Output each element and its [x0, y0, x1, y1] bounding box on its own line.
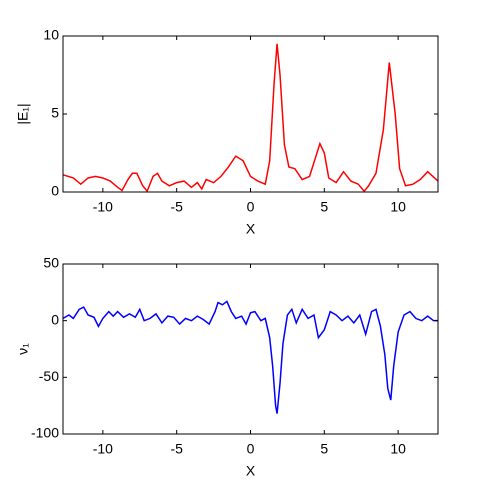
- x-tick-label: 10: [390, 441, 406, 457]
- y-tick-label: -50: [39, 368, 59, 384]
- y-axis-label: ν₁: [15, 343, 31, 355]
- x-tick-label: -5: [170, 199, 183, 215]
- y-tick-label: 50: [43, 255, 59, 271]
- axes-frame: [62, 35, 439, 193]
- x-tick-label: -10: [93, 199, 113, 215]
- y-tick-label: -100: [31, 425, 59, 441]
- y-tick-label: 0: [51, 183, 59, 199]
- x-tick-label: 5: [320, 199, 328, 215]
- x-axis-label: X: [246, 221, 256, 237]
- y-axis-label: |E₁|: [15, 103, 31, 124]
- x-tick-label: 10: [390, 199, 406, 215]
- axes-frame: [62, 263, 439, 435]
- y-tick-label: 5: [51, 105, 59, 121]
- x-tick-label: 0: [247, 199, 255, 215]
- x-tick-label: 0: [247, 441, 255, 457]
- x-axis-label: X: [246, 463, 256, 479]
- x-tick-label: -5: [170, 441, 183, 457]
- x-tick-label: -10: [93, 441, 113, 457]
- data-line: [62, 43, 439, 193]
- data-line: [62, 300, 438, 414]
- y-tick-label: 0: [51, 311, 59, 327]
- x-tick-label: 5: [320, 441, 328, 457]
- y-tick-label: 10: [43, 27, 59, 43]
